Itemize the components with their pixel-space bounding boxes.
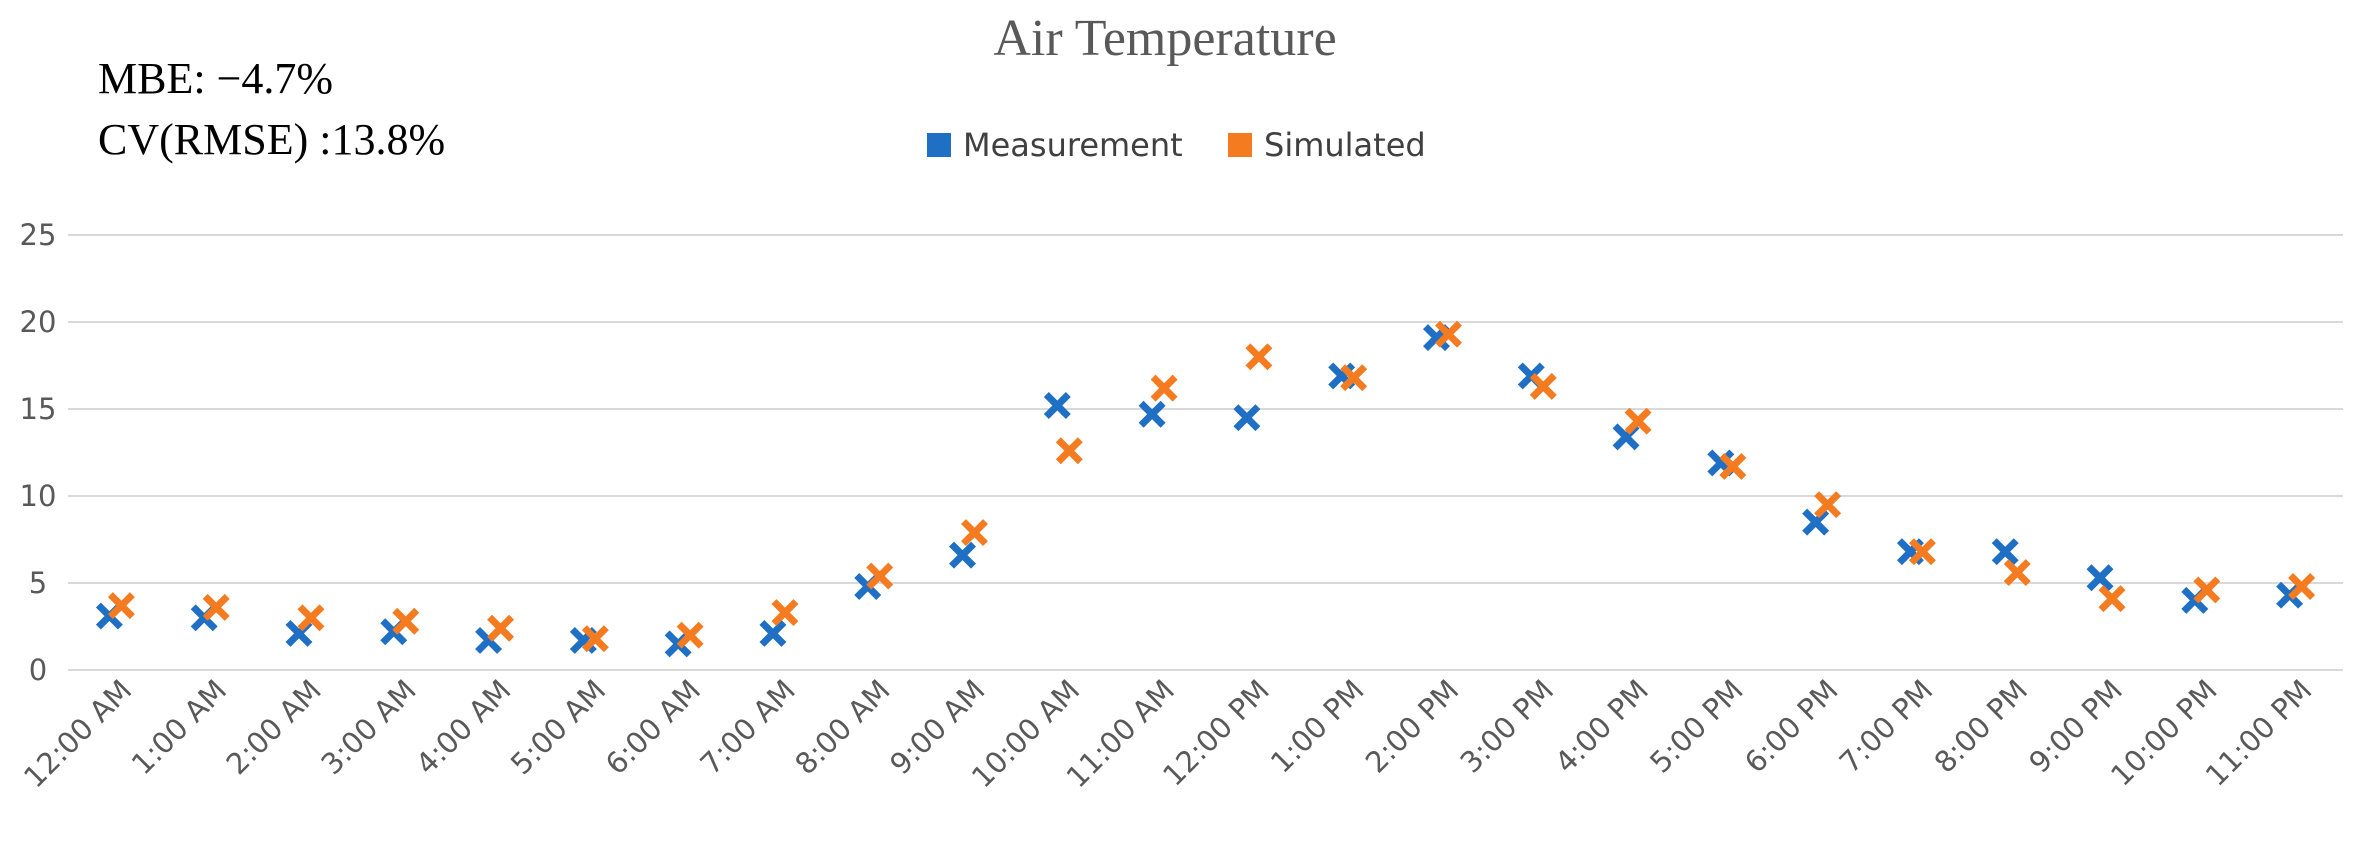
- mbe-annotation: MBE: −4.7%: [98, 54, 333, 103]
- data-point-simulated: [2003, 559, 2031, 587]
- legend-label-measurement: Measurement: [963, 126, 1183, 164]
- data-point-simulated: [771, 599, 799, 627]
- x-tick-label: 4:00 AM: [409, 673, 517, 781]
- data-point-measurement: [759, 619, 787, 647]
- x-tick-label: 4:00 PM: [1548, 673, 1655, 780]
- y-tick-label: 0: [29, 653, 47, 687]
- legend-swatch-simulated: [1228, 133, 1252, 157]
- x-tick-label: 6:00 PM: [1738, 673, 1845, 780]
- x-tick-label: 2:00 PM: [1359, 673, 1466, 780]
- data-point-simulated: [392, 607, 420, 635]
- data-markers: [95, 320, 2316, 658]
- chart-title: Air Temperature: [993, 10, 1336, 67]
- x-tick-label: 7:00 AM: [694, 673, 802, 781]
- data-point-simulated: [1055, 437, 1083, 465]
- x-tick-label: 3:00 PM: [1454, 673, 1561, 780]
- x-tick-label: 5:00 AM: [504, 673, 612, 781]
- data-point-measurement: [1802, 508, 1830, 536]
- data-point-simulated: [1719, 452, 1747, 480]
- data-point-simulated: [1150, 374, 1178, 402]
- y-tick-label: 25: [20, 218, 57, 252]
- legend-label-simulated: Simulated: [1264, 126, 1426, 164]
- data-point-simulated: [961, 519, 988, 547]
- data-point-simulated: [581, 625, 609, 653]
- legend-swatch-measurement: [927, 133, 951, 157]
- y-tick-label: 20: [20, 305, 57, 339]
- x-tick-label: 5:00 PM: [1643, 673, 1750, 780]
- series-simulated: [107, 320, 2316, 653]
- data-point-measurement: [1138, 400, 1166, 428]
- gridlines: [68, 234, 2343, 671]
- data-point-simulated: [2193, 576, 2221, 604]
- x-tick-label: 3:00 AM: [314, 673, 422, 781]
- x-tick-label: 2:00 AM: [220, 673, 328, 781]
- x-tick-label: 6:00 AM: [599, 673, 707, 781]
- legend: Measurement Simulated: [927, 126, 1426, 164]
- data-point-simulated: [2288, 573, 2316, 600]
- data-point-measurement: [1233, 404, 1261, 432]
- x-tick-label: 1:00 PM: [1264, 673, 1371, 780]
- x-tick-label: 12:00 AM: [17, 673, 138, 794]
- data-point-simulated: [1624, 407, 1652, 435]
- series-measurement: [95, 324, 2304, 658]
- x-axis-ticks: 12:00 AM1:00 AM2:00 AM3:00 AM4:00 AM5:00…: [17, 673, 2319, 794]
- data-point-simulated: [1908, 538, 1936, 566]
- data-point-simulated: [866, 562, 894, 590]
- data-point-measurement: [1043, 392, 1071, 419]
- data-point-simulated: [297, 604, 325, 632]
- x-tick-label: 8:00 AM: [788, 673, 896, 781]
- data-point-simulated: [1814, 491, 1842, 519]
- x-tick-label: 1:00 AM: [125, 673, 233, 781]
- y-tick-label: 10: [20, 479, 57, 513]
- data-point-simulated: [1245, 343, 1273, 371]
- data-point-measurement: [2086, 564, 2114, 592]
- y-axis-ticks: 0 5 10 15 20 25: [20, 218, 57, 687]
- data-point-simulated: [1340, 364, 1368, 392]
- data-point-measurement: [1991, 538, 2019, 566]
- data-point-simulated: [202, 593, 230, 621]
- data-point-simulated: [2098, 585, 2126, 613]
- x-tick-label: 7:00 PM: [1833, 673, 1940, 780]
- data-point-simulated: [676, 621, 704, 649]
- data-point-simulated: [1435, 320, 1462, 348]
- y-tick-label: 5: [29, 566, 47, 600]
- data-point-simulated: [487, 614, 515, 642]
- data-point-simulated: [107, 592, 135, 620]
- cvrmse-annotation: CV(RMSE) :13.8%: [98, 115, 445, 164]
- y-tick-label: 15: [20, 392, 57, 426]
- data-point-simulated: [1529, 372, 1557, 400]
- x-tick-label: 8:00 PM: [1928, 673, 2035, 780]
- data-point-measurement: [949, 541, 976, 569]
